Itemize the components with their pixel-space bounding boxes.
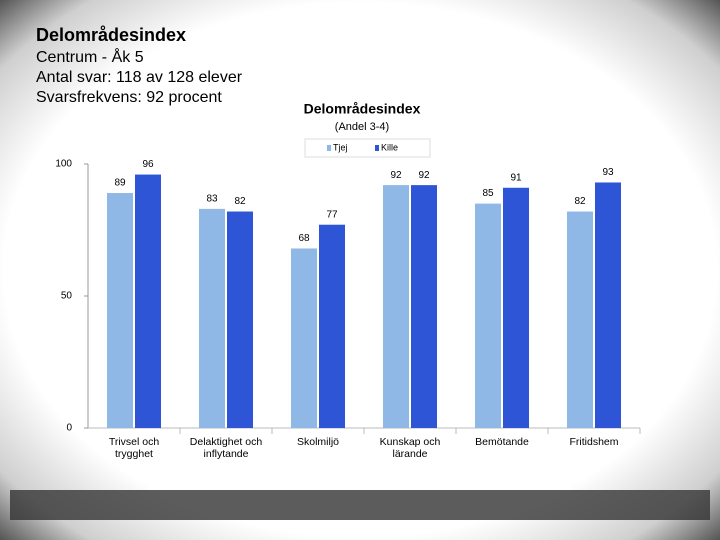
x-tick-label: Kunskap och lärande <box>379 436 441 460</box>
bar <box>475 203 501 428</box>
bar <box>227 211 253 428</box>
y-tick-label: 0 <box>66 423 72 434</box>
x-tick-label: Bemötande <box>475 436 529 448</box>
y-tick-label: 100 <box>55 159 72 170</box>
data-label: 92 <box>390 170 402 181</box>
legend-swatch <box>375 145 379 151</box>
data-label: 96 <box>142 159 154 170</box>
slide-title: Delområdesindex <box>36 25 186 45</box>
data-label: 92 <box>418 170 430 181</box>
data-label: 85 <box>482 188 494 199</box>
data-label: 83 <box>206 194 218 205</box>
bar <box>319 224 345 428</box>
data-label: 93 <box>602 167 614 178</box>
x-tick-label: Delaktighet och inflytande <box>189 436 263 460</box>
bar <box>199 208 225 428</box>
x-tick-label: Trivsel och trygghet <box>108 436 160 460</box>
data-label: 82 <box>234 196 246 207</box>
bar <box>595 182 621 428</box>
bar <box>567 211 593 428</box>
bar <box>107 193 133 428</box>
footer-figures <box>10 490 710 520</box>
data-label: 68 <box>298 233 310 244</box>
bar <box>383 185 409 428</box>
x-tick-label: Skolmiljö <box>296 436 339 448</box>
info-line: Antal svar: 118 av 128 elever <box>36 69 243 86</box>
legend-label: Tjej <box>333 142 348 152</box>
bar <box>411 185 437 428</box>
data-label: 91 <box>510 172 522 183</box>
y-tick-label: 50 <box>61 291 73 302</box>
legend-swatch <box>327 145 331 151</box>
data-label: 77 <box>326 209 338 220</box>
info-line: Svarsfrekvens: 92 procent <box>36 89 222 106</box>
x-tick-label: Fritidshem <box>569 436 619 448</box>
chart-title: Delområdesindex <box>304 101 421 117</box>
bar <box>135 174 161 428</box>
bar <box>291 248 317 428</box>
bar <box>503 187 529 428</box>
legend-label: Kille <box>381 142 398 152</box>
chart-subtitle: (Andel 3-4) <box>335 121 389 133</box>
info-line: Centrum - Åk 5 <box>36 47 144 66</box>
data-label: 82 <box>574 196 586 207</box>
legend-box <box>304 138 431 158</box>
data-label: 89 <box>114 178 126 189</box>
